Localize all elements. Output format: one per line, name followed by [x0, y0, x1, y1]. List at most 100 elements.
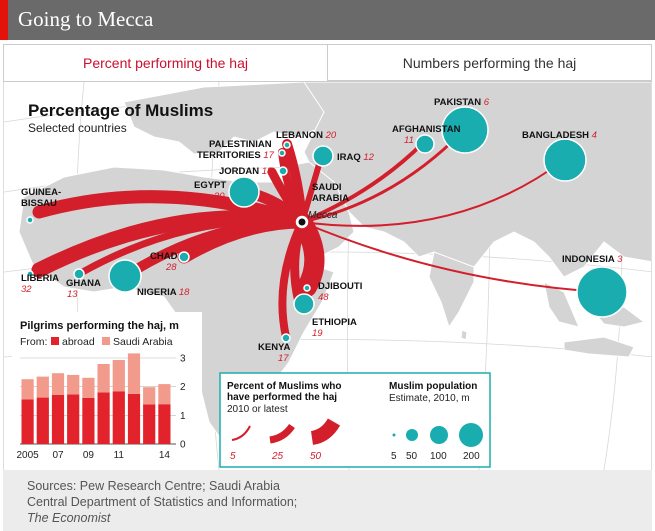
legend-flow-25	[269, 423, 295, 444]
bubble-chad[interactable]	[178, 251, 190, 263]
bubble-lebanon[interactable]	[283, 141, 291, 149]
legend-pop-title: Muslim population	[389, 381, 477, 392]
label-guinea: GUINEA-	[21, 187, 61, 198]
page-title: Going to Mecca	[18, 7, 154, 31]
label-saudi: SAUDI	[312, 182, 342, 193]
bar-saudi-2010	[97, 364, 110, 393]
chart-x-tick: 07	[52, 450, 64, 461]
map-legend: Percent of Muslims who have performed th…	[219, 372, 491, 468]
legend-swatch-abroad	[51, 337, 59, 345]
legend-pop-5: 5	[391, 451, 397, 462]
bar-saudi-2014	[158, 384, 171, 405]
bar-abroad-2005	[21, 399, 34, 444]
bubble-guinea-bissau[interactable]	[26, 216, 34, 224]
pct-ghana: 13	[67, 289, 78, 300]
legend-pop-sub: Estimate, 2010, m	[389, 393, 470, 404]
map-svg: Mecca Percentage of Muslims Selected cou…	[4, 82, 651, 470]
bubble-bangladesh[interactable]	[543, 138, 587, 182]
legend-pop-100: 100	[430, 451, 447, 462]
bubble-indonesia[interactable]	[576, 266, 628, 318]
chart-bars	[21, 353, 171, 444]
map-panel: Mecca Percentage of Muslims Selected cou…	[3, 82, 652, 470]
pct-chad: 28	[165, 262, 177, 273]
bubble-egypt[interactable]	[228, 176, 260, 208]
bubble-djibouti[interactable]	[303, 284, 311, 292]
pct-djibouti: 48	[318, 292, 329, 303]
label-chad: CHAD	[150, 251, 178, 262]
pct-ethiopia: 19	[312, 328, 323, 339]
legend-pct-25: 25	[271, 451, 284, 462]
bar-abroad-2014	[158, 404, 171, 444]
tab-percent[interactable]: Percent performing the haj	[4, 45, 327, 81]
legend-abroad: abroad	[62, 336, 95, 348]
bubbles	[26, 106, 628, 343]
bar-saudi-2006	[36, 376, 49, 398]
label-pakistan: PAKISTAN 6	[434, 97, 490, 108]
chart-y-tick: 0	[180, 440, 186, 451]
chart-legend-prefix: From:	[20, 336, 47, 348]
pct-liberia: 32	[21, 284, 32, 295]
bubble-kenya[interactable]	[281, 333, 291, 343]
label-iraq: IRAQ 12	[337, 152, 375, 163]
bubble-afghanistan[interactable]	[415, 134, 435, 154]
label-bangladesh: BANGLADESH 4	[522, 130, 597, 141]
bar-abroad-2012	[127, 393, 141, 444]
legend-pct-50: 50	[310, 451, 322, 462]
bar-saudi-2009	[82, 377, 95, 398]
legend-flow-5	[231, 425, 251, 441]
bubble-ghana[interactable]	[73, 268, 85, 280]
flow-pakistan	[300, 128, 466, 224]
bubble-liberia[interactable]	[26, 270, 34, 278]
legend-flow-50	[310, 418, 341, 445]
legend-bubble-5	[392, 433, 396, 437]
chart-x-tick: 2005	[16, 450, 39, 461]
header-bar: Going to Mecca	[0, 0, 655, 40]
source-line-3: The Economist	[27, 511, 111, 525]
legend-pop-50: 50	[406, 451, 418, 462]
label-lebanon: LEBANON 20	[276, 130, 337, 141]
mecca-marker[interactable]	[294, 214, 310, 230]
label-arabia: ARABIA	[312, 193, 349, 204]
label-bissau: BISSAU 27	[21, 198, 71, 209]
map-title: Percentage of Muslims	[28, 101, 213, 120]
tab-numbers[interactable]: Numbers performing the haj	[327, 45, 651, 81]
bubble-jordan[interactable]	[278, 166, 288, 176]
chart-x-tick: 11	[114, 450, 125, 461]
flow-chad	[177, 215, 309, 264]
label-liberia: LIBERIA	[21, 273, 59, 284]
bubble-palestine[interactable]	[278, 149, 286, 157]
flow-kenya	[278, 218, 306, 341]
bubble-nigeria[interactable]	[108, 259, 142, 293]
legend-pct-5: 5	[230, 451, 236, 462]
chart-x-tick: 09	[83, 450, 95, 461]
label-ethiopia: ETHIOPIA	[312, 317, 357, 328]
bar-saudi-2013	[143, 387, 156, 405]
bar-abroad-2010	[97, 392, 110, 444]
chart-y-tick: 2	[180, 382, 186, 393]
label-palestinian: PALESTINIAN	[209, 139, 272, 150]
label-jordan: JORDAN 18	[219, 166, 273, 177]
legend-bubble-200	[459, 423, 483, 447]
chart-title: Pilgrims performing the haj, m	[20, 320, 179, 332]
legend-bubble-50	[406, 429, 418, 441]
pct-egypt: 20	[213, 191, 225, 202]
legend-swatch-saudi	[102, 337, 110, 345]
sources-footer: Sources: Pew Research Centre; Saudi Arab…	[3, 470, 652, 531]
bubble-pakistan[interactable]	[441, 106, 489, 154]
legend-pop-200: 200	[463, 451, 480, 462]
bar-abroad-2006	[36, 397, 49, 444]
chart-x-ticks: 2005 07 09 11 14	[16, 450, 170, 461]
mecca-label: Mecca	[308, 210, 338, 221]
map-subtitle: Selected countries	[28, 121, 127, 135]
legend-pct-title2: have performed the haj	[227, 392, 337, 403]
flow-afghanistan	[300, 140, 426, 224]
legend-saudi: Saudi Arabia	[113, 336, 173, 348]
label-ghana: GHANA	[66, 278, 101, 289]
bar-saudi-2011	[112, 360, 125, 392]
legend-pct-title1: Percent of Muslims who	[227, 381, 341, 392]
label-indonesia: INDONESIA 3	[562, 254, 623, 265]
header-accent	[0, 0, 8, 40]
bubble-ethiopia[interactable]	[293, 293, 315, 315]
bubble-iraq[interactable]	[312, 145, 334, 167]
legend-box	[219, 372, 491, 468]
